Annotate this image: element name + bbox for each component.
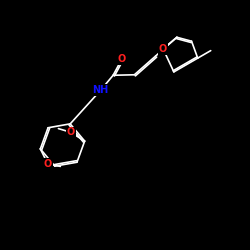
Text: O: O — [159, 44, 167, 54]
Text: O: O — [67, 127, 75, 137]
Text: O: O — [44, 159, 52, 169]
Text: O: O — [118, 54, 126, 64]
Text: NH: NH — [92, 85, 109, 95]
